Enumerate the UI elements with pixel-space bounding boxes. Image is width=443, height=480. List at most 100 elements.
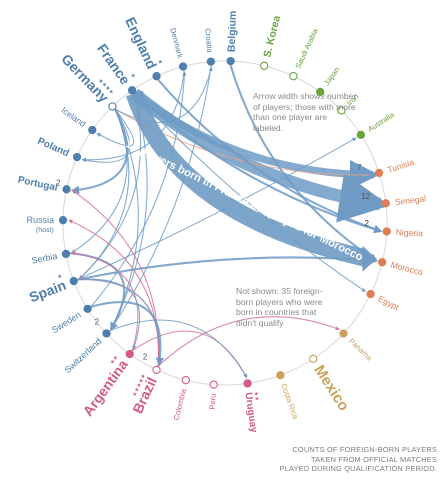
flow-croatia-to-switzerland <box>110 65 212 331</box>
node-nigeria <box>382 227 391 236</box>
node-senegal <box>381 199 390 208</box>
label-croatia: Croatia <box>203 28 214 54</box>
node-sweden <box>83 304 92 313</box>
flow-sweden-to-brazil <box>90 301 165 367</box>
country-name: S. Korea <box>261 14 283 58</box>
node-morocco <box>378 258 387 267</box>
flow-count-label: 2 <box>56 179 61 188</box>
country-name: Poland <box>36 136 71 160</box>
flow-count-label: 2 <box>95 317 100 326</box>
star-rating: ★ <box>57 273 64 280</box>
country-nodes <box>58 56 391 389</box>
label-denmark: Denmark <box>168 27 185 59</box>
flow-argentina-to-serbia <box>71 251 139 351</box>
flow-brazil-to-russia <box>68 219 160 367</box>
node-panama <box>339 329 348 338</box>
node-colombia <box>181 376 190 385</box>
flow-england-to-nigeria <box>157 79 383 233</box>
country-name: Belgium <box>226 11 239 53</box>
highlight-arrow <box>126 90 367 267</box>
label-uruguay: Uruguay★★ <box>242 391 259 434</box>
flow-count-label: 2 <box>365 219 370 228</box>
node-iran <box>337 106 346 115</box>
country-name: Russia <box>26 215 54 225</box>
flow-france-to-nigeria <box>133 92 383 234</box>
label-morocco: Morocco <box>390 260 425 278</box>
country-name: Denmark <box>168 27 185 59</box>
country-name: Serbia <box>31 251 58 266</box>
label-peru: Peru <box>208 393 218 410</box>
node-uruguay <box>243 379 252 388</box>
label-russia: Russia (host) <box>26 215 54 234</box>
label-colombia: Colombia <box>172 387 189 421</box>
star-rating: ★ <box>129 72 137 80</box>
label-costarica: Costa Rica <box>279 382 300 421</box>
node-japan <box>316 87 325 97</box>
flow-switzerland-to-uruguay <box>109 319 248 379</box>
star-rating: ★★ <box>109 354 120 366</box>
country-name: Australia <box>366 110 396 134</box>
flow-spain-to-argentina <box>77 278 141 351</box>
flow-spain-to-australia <box>77 137 357 281</box>
label-england: England★ <box>122 15 164 72</box>
highlight-arrowhead <box>362 245 377 272</box>
label-belgium: Belgium <box>226 11 239 53</box>
node-costarica <box>276 371 285 380</box>
country-name: Nigeria <box>396 227 424 238</box>
label-japan: Japan <box>322 65 341 87</box>
node-croatia <box>206 57 216 66</box>
label-egypt: Egypt <box>376 293 401 312</box>
label-panama: Panama <box>347 336 374 362</box>
node-tunisia <box>374 168 384 178</box>
footnote-line: PLAYED DURING QUALIFICATION PERIOD. <box>279 464 437 474</box>
footnote-line: TAKEN FROM OFFICIAL MATCHES <box>311 454 437 464</box>
node-argentina <box>125 349 134 359</box>
label-australia: Australia <box>366 110 396 134</box>
node-denmark <box>178 62 188 71</box>
country-name: Costa Rica <box>279 382 300 421</box>
country-subtitle: (host) <box>36 227 54 234</box>
node-spain <box>69 276 78 286</box>
label-argentina: Argentina★★ <box>80 354 131 418</box>
node-saudi <box>289 72 298 81</box>
label-sweden: Sweden <box>50 310 83 336</box>
country-name: Portugal <box>17 175 59 194</box>
node-australia <box>356 130 366 139</box>
flow-count-label: 12 <box>361 192 370 201</box>
flow-count-label: 2 <box>365 219 370 228</box>
country-name: Senegal <box>394 193 427 207</box>
node-france <box>127 86 137 95</box>
country-name: England <box>122 15 160 72</box>
label-serbia: Serbia <box>31 251 58 266</box>
node-peru <box>209 380 218 389</box>
flow-france-to-senegal <box>130 88 390 223</box>
node-england <box>152 72 161 81</box>
country-name: Panama <box>347 336 374 362</box>
label-saudi: Saudi Arabia <box>293 26 320 70</box>
flow-germany-to-croatia <box>115 66 213 123</box>
flow-argentina-to-uruguay <box>131 330 248 379</box>
flow-sweden-to-denmark <box>90 71 187 308</box>
node-poland <box>72 152 82 162</box>
country-name: Saudi Arabia <box>293 26 320 70</box>
flow-count-label: 7 <box>357 163 362 172</box>
node-egypt <box>366 289 375 299</box>
label-spain: Spain★ <box>27 273 68 305</box>
label-brazil: Brazil★★★★★ <box>129 373 160 416</box>
star-rating: ★ <box>156 59 164 66</box>
node-germany <box>108 102 117 111</box>
flow-germany-to-iceland <box>96 109 135 147</box>
label-iceland: Iceland <box>59 105 88 129</box>
node-belgium <box>226 56 235 66</box>
arrow-width-note: Arrow width shows number of players; tho… <box>253 91 357 133</box>
country-name: Egypt <box>376 293 401 312</box>
label-nigeria: Nigeria <box>396 227 424 238</box>
star-rating: ★★ <box>252 391 259 402</box>
node-skorea <box>260 61 269 70</box>
node-serbia <box>61 249 71 259</box>
country-name: Mexico <box>310 362 352 414</box>
flow-count-label: 2 <box>143 352 148 361</box>
country-name: Colombia <box>172 387 189 421</box>
node-portugal <box>62 185 71 194</box>
